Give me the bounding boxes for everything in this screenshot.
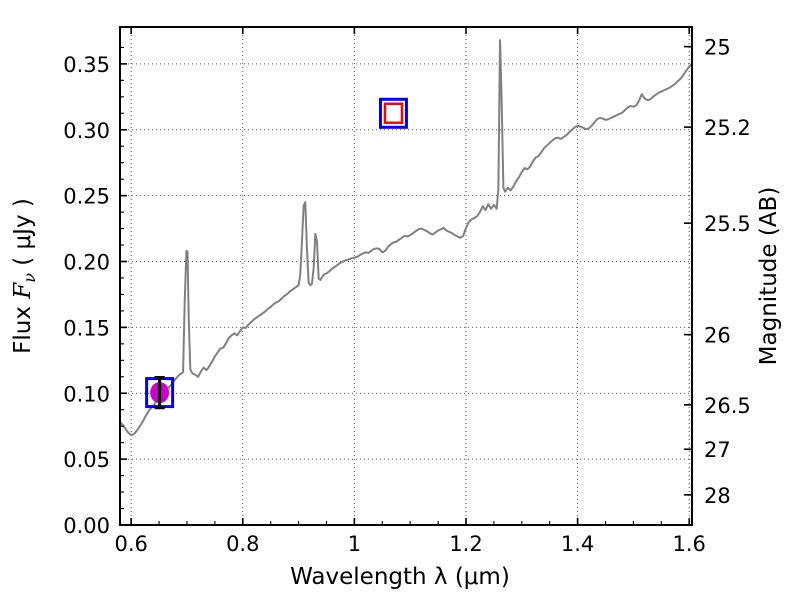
y-tick-label: 0.05 bbox=[63, 448, 110, 472]
mag-tick-label: 26.5 bbox=[704, 394, 751, 418]
x-tick-label: 0.6 bbox=[114, 532, 147, 556]
y-tick-label: 0.00 bbox=[63, 514, 110, 538]
spectrum-line bbox=[119, 39, 693, 437]
mag-tick-label: 25.5 bbox=[704, 212, 751, 236]
blue-square-marker bbox=[378, 97, 408, 129]
mag-tick-label: 27 bbox=[704, 438, 731, 462]
mag-tick-label: 25.2 bbox=[704, 116, 751, 140]
x-tick-label: 0.8 bbox=[226, 532, 259, 556]
x-tick-label: 1.6 bbox=[673, 532, 706, 556]
photometry-marker-point-107 bbox=[378, 97, 408, 129]
photometry-marker-point-065 bbox=[145, 375, 175, 410]
y-axis-title: Flux Fν ( μJy ) bbox=[10, 198, 39, 354]
y-tick-label: 0.30 bbox=[63, 119, 110, 143]
mag-tick-label: 26 bbox=[704, 324, 731, 348]
x-tick-label: 1.4 bbox=[561, 532, 594, 556]
error-bar bbox=[154, 375, 165, 410]
right-axis-title: Magnitude (AB) bbox=[756, 187, 782, 366]
x-tick-label: 1 bbox=[348, 532, 361, 556]
y-tick-label: 0.20 bbox=[63, 251, 110, 275]
y-tick-label: 0.25 bbox=[63, 185, 110, 209]
red-square-marker bbox=[383, 102, 404, 125]
mag-tick-label: 25 bbox=[704, 36, 731, 60]
x-axis-title: Wavelength λ (μm) bbox=[290, 564, 510, 590]
y-tick-label: 0.10 bbox=[63, 382, 110, 406]
mag-tick-label: 28 bbox=[704, 484, 731, 508]
axis-frame bbox=[119, 26, 693, 526]
y-tick-label: 0.15 bbox=[63, 316, 110, 340]
x-tick-label: 1.2 bbox=[449, 532, 482, 556]
y-tick-label: 0.35 bbox=[63, 53, 110, 77]
